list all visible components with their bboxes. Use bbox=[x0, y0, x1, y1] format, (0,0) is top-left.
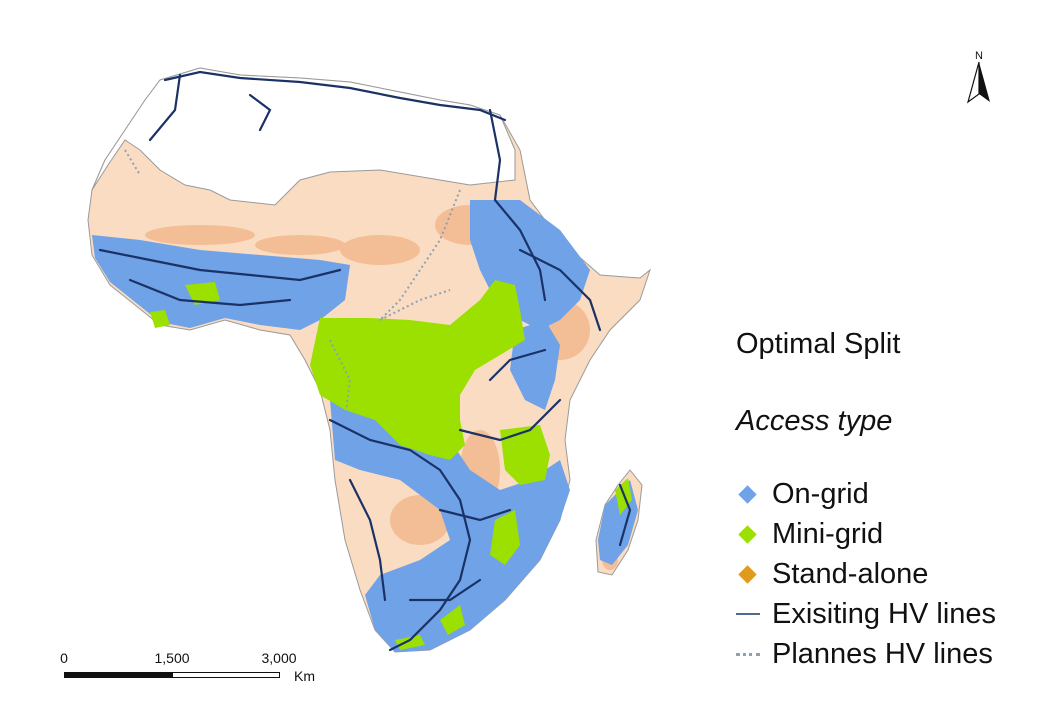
legend-item-existing-hv-lines: Exisiting HV lines bbox=[736, 594, 996, 634]
north-letter: N bbox=[975, 50, 983, 62]
scale-tick-1500: 1,500 bbox=[154, 650, 190, 666]
scale-tick-3000: 3,000 bbox=[261, 650, 297, 666]
legend-label: Stand-alone bbox=[772, 557, 929, 590]
legend-item-mini-grid: Mini-grid bbox=[736, 514, 996, 554]
africa-map bbox=[87, 67, 652, 653]
scale-bar: 0 1,500 3,000 Km bbox=[58, 650, 328, 690]
scale-units: Km bbox=[294, 668, 315, 684]
diamond-icon bbox=[736, 554, 772, 594]
legend-subtitle: Access type bbox=[736, 405, 893, 437]
legend-label: Exisiting HV lines bbox=[772, 597, 997, 630]
map-legend: Optimal Split Access type On-grid Mini-g… bbox=[736, 328, 996, 674]
scale-segment-1 bbox=[64, 672, 172, 678]
north-arrow: N bbox=[964, 50, 994, 106]
legend-item-stand-alone: Stand-alone bbox=[736, 554, 996, 594]
legend-title: Optimal Split bbox=[736, 328, 901, 360]
legend-label: Plannes HV lines bbox=[772, 637, 993, 670]
diamond-icon bbox=[736, 514, 772, 554]
solid-line-icon bbox=[736, 594, 772, 634]
legend-item-on-grid: On-grid bbox=[736, 474, 996, 514]
dotted-line-icon bbox=[736, 634, 772, 674]
diamond-icon bbox=[736, 474, 772, 514]
scale-segment-2 bbox=[172, 672, 280, 678]
planned-hv-lines bbox=[124, 149, 461, 421]
north-africa-unclassified bbox=[91, 67, 516, 206]
legend-label: On-grid bbox=[772, 477, 869, 510]
legend-label: Mini-grid bbox=[772, 517, 884, 550]
existing-hv-lines bbox=[98, 70, 632, 652]
north-arrow-icon bbox=[966, 61, 990, 104]
mini-grid-areas bbox=[150, 280, 632, 650]
legend-item-planned-hv-lines: Plannes HV lines bbox=[736, 634, 996, 674]
scale-tick-0: 0 bbox=[60, 650, 68, 666]
